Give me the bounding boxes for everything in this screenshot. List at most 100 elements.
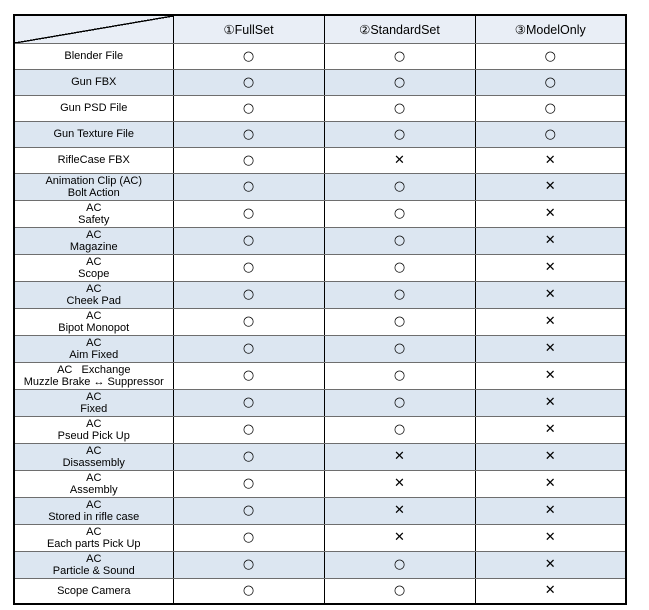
mark-cell: ○ [323,388,476,417]
mark-cell: ○ [172,334,325,363]
row-label: Blender File [13,42,174,70]
mark-cell: ○ [323,199,476,228]
mark-cell: ○ [172,415,325,444]
mark-cell: ○ [474,94,627,122]
row-label: AC Magazine [13,226,174,255]
mark-cell: ○ [172,361,325,390]
table-row: AC Exchange Muzzle Brake ↔ Suppressor ○ … [13,361,627,390]
row-label: Gun Texture File [13,120,174,148]
row-label: AC Disassembly [13,442,174,471]
mark-cell: ○ [323,94,476,122]
row-label: Gun FBX [13,68,174,96]
mark-cell: ✕ [474,334,627,363]
mark-cell: ✕ [474,496,627,525]
mark-cell: ○ [323,253,476,282]
mark-cell: ✕ [474,577,627,605]
mark-cell: ✕ [474,307,627,336]
row-label: AC Stored in rifle case [13,496,174,525]
mark-cell: ✕ [474,550,627,579]
mark-cell: ○ [172,577,325,605]
column-header-modelonly: ③ModelOnly [474,14,627,44]
table-row: AC Scope ○ ○ ✕ [13,253,627,282]
header-row: ①FullSet ②StandardSet ③ModelOnly [13,14,627,44]
row-label: RifleCase FBX [13,146,174,174]
row-label: AC Assembly [13,469,174,498]
column-header-fullset: ①FullSet [172,14,325,44]
mark-cell: ○ [323,68,476,96]
row-label: AC Safety [13,199,174,228]
table-body: Blender File ○ ○ ○ Gun FBX ○ ○ ○ Gun PSD… [13,42,627,605]
mark-cell: ○ [172,146,325,174]
table-row: AC Pseud Pick Up ○ ○ ✕ [13,415,627,444]
table-row: RifleCase FBX ○ ✕ ✕ [13,146,627,174]
table-row: Gun FBX ○ ○ ○ [13,68,627,96]
mark-cell: ○ [172,172,325,201]
mark-cell: ✕ [323,496,476,525]
mark-cell: ○ [323,550,476,579]
mark-cell: ○ [172,523,325,552]
mark-cell: ○ [172,226,325,255]
mark-cell: ○ [323,307,476,336]
mark-cell: ○ [323,120,476,148]
mark-cell: ✕ [474,280,627,309]
mark-cell: ○ [323,280,476,309]
mark-cell: ○ [172,550,325,579]
mark-cell: ○ [172,307,325,336]
row-label: AC Scope [13,253,174,282]
row-label: Animation Clip (AC) Bolt Action [13,172,174,201]
mark-cell: ○ [323,42,476,70]
row-label: AC Bipot Monopot [13,307,174,336]
mark-cell: ○ [323,226,476,255]
table-header: ①FullSet ②StandardSet ③ModelOnly [13,14,627,44]
mark-cell: ○ [323,361,476,390]
mark-cell: ✕ [474,415,627,444]
table-row: Gun Texture File ○ ○ ○ [13,120,627,148]
mark-cell: ○ [323,577,476,605]
mark-cell: ✕ [474,469,627,498]
mark-cell: ✕ [474,388,627,417]
mark-cell: ✕ [323,523,476,552]
mark-cell: ○ [172,94,325,122]
table-row: AC Cheek Pad ○ ○ ✕ [13,280,627,309]
table-row: AC Aim Fixed ○ ○ ✕ [13,334,627,363]
mark-cell: ○ [474,42,627,70]
mark-cell: ○ [172,68,325,96]
mark-cell: ✕ [474,361,627,390]
table-row: AC Magazine ○ ○ ✕ [13,226,627,255]
mark-cell: ✕ [474,226,627,255]
table-row: Gun PSD File ○ ○ ○ [13,94,627,122]
row-label: AC Cheek Pad [13,280,174,309]
table-row: Scope Camera ○ ○ ✕ [13,577,627,605]
mark-cell: ✕ [323,442,476,471]
mark-cell: ○ [172,120,325,148]
row-label: Gun PSD File [13,94,174,122]
mark-cell: ○ [172,199,325,228]
mark-cell: ○ [172,496,325,525]
table-row: Animation Clip (AC) Bolt Action ○ ○ ✕ [13,172,627,201]
row-label: Scope Camera [13,577,174,605]
product-comparison-table: ①FullSet ②StandardSet ③ModelOnly Blender… [13,14,627,605]
mark-cell: ○ [474,120,627,148]
table-row: Blender File ○ ○ ○ [13,42,627,70]
mark-cell: ✕ [474,172,627,201]
mark-cell: ○ [323,415,476,444]
mark-cell: ○ [172,442,325,471]
mark-cell: ✕ [323,146,476,174]
table-row: AC Assembly ○ ✕ ✕ [13,469,627,498]
mark-cell: ✕ [323,469,476,498]
table-row: AC Fixed ○ ○ ✕ [13,388,627,417]
mark-cell: ✕ [474,253,627,282]
mark-cell: ✕ [474,442,627,471]
mark-cell: ○ [323,334,476,363]
corner-cell-diagonal [13,14,174,44]
row-label: AC Each parts Pick Up [13,523,174,552]
row-label: AC Aim Fixed [13,334,174,363]
mark-cell: ○ [172,388,325,417]
mark-cell: ○ [172,280,325,309]
mark-cell: ✕ [474,146,627,174]
table-row: AC Each parts Pick Up ○ ✕ ✕ [13,523,627,552]
mark-cell: ○ [172,469,325,498]
row-label: AC Pseud Pick Up [13,415,174,444]
mark-cell: ○ [323,172,476,201]
